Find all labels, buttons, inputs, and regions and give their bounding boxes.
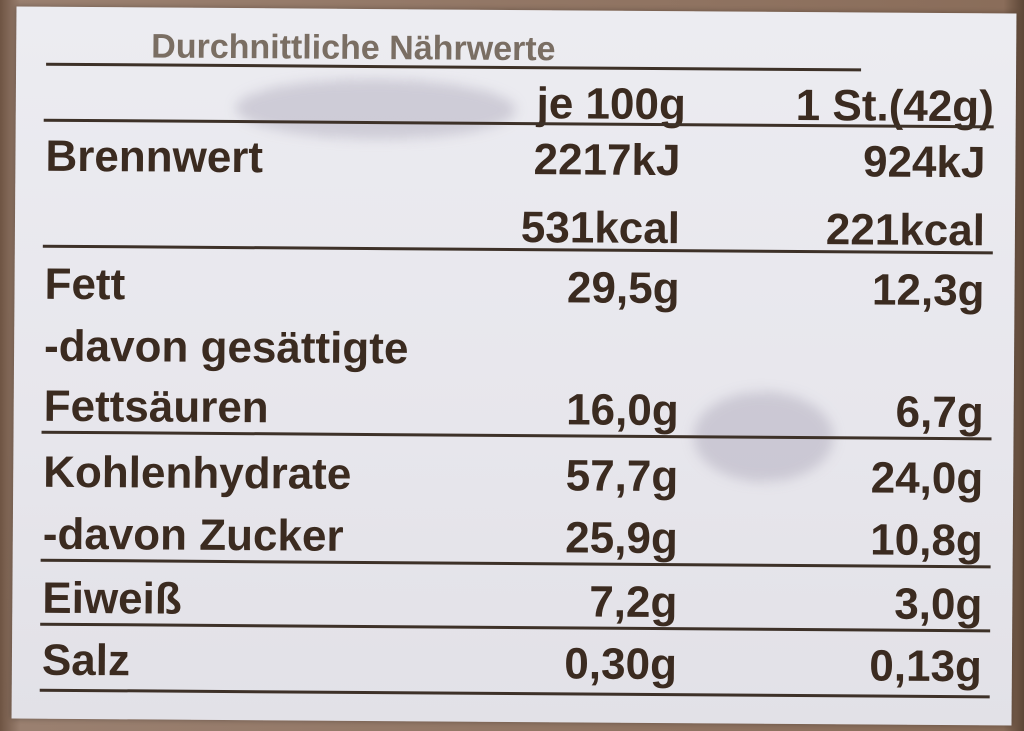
divider	[40, 622, 991, 633]
value-per-piece: 10,8g	[870, 515, 983, 566]
value-per-100g: 16,0g	[566, 385, 679, 436]
value-per-100g: 0,30g	[564, 639, 678, 690]
nutrition-label: Durchnittliche Nährwerte je 100g 1 St.(4…	[11, 6, 1017, 726]
value-per-100g: 7,2g	[589, 577, 678, 628]
value-per-100g: 25,9g	[565, 513, 678, 564]
value-per-100g: 2217kJ	[533, 135, 681, 186]
ink-smudge	[235, 78, 516, 141]
value-per-100g: 531kcal	[520, 203, 681, 254]
value-per-piece: 6,7g	[895, 387, 984, 438]
value-per-piece: 221kcal	[825, 205, 986, 256]
value-per-100g: 29,5g	[566, 263, 680, 314]
divider	[39, 688, 990, 699]
nutrient-label: Eiweiß	[42, 573, 182, 624]
divider	[40, 558, 991, 569]
nutrient-label: Fett	[44, 259, 126, 310]
nutrient-label: Brennwert	[45, 131, 264, 183]
divider	[41, 430, 992, 441]
nutrient-label: Fettsäuren	[43, 381, 269, 433]
value-per-100g: 57,7g	[565, 451, 679, 502]
value-per-piece: 924kJ	[862, 137, 986, 188]
nutrient-label: -davon gesättigte	[43, 321, 409, 374]
nutrient-label: -davon Zucker	[42, 509, 344, 561]
header-per-100g: je 100g	[536, 79, 686, 130]
nutrient-label: Kohlenhydrate	[43, 447, 352, 499]
header-per-piece: 1 St.(42g)	[795, 80, 994, 132]
value-per-piece: 3,0g	[894, 579, 983, 630]
value-per-piece: 0,13g	[869, 641, 983, 692]
label-title: Durchnittliche Nährwerte	[151, 27, 556, 69]
value-per-piece: 24,0g	[870, 453, 984, 504]
value-per-piece: 12,3g	[871, 265, 985, 316]
nutrient-label: Salz	[41, 635, 131, 686]
